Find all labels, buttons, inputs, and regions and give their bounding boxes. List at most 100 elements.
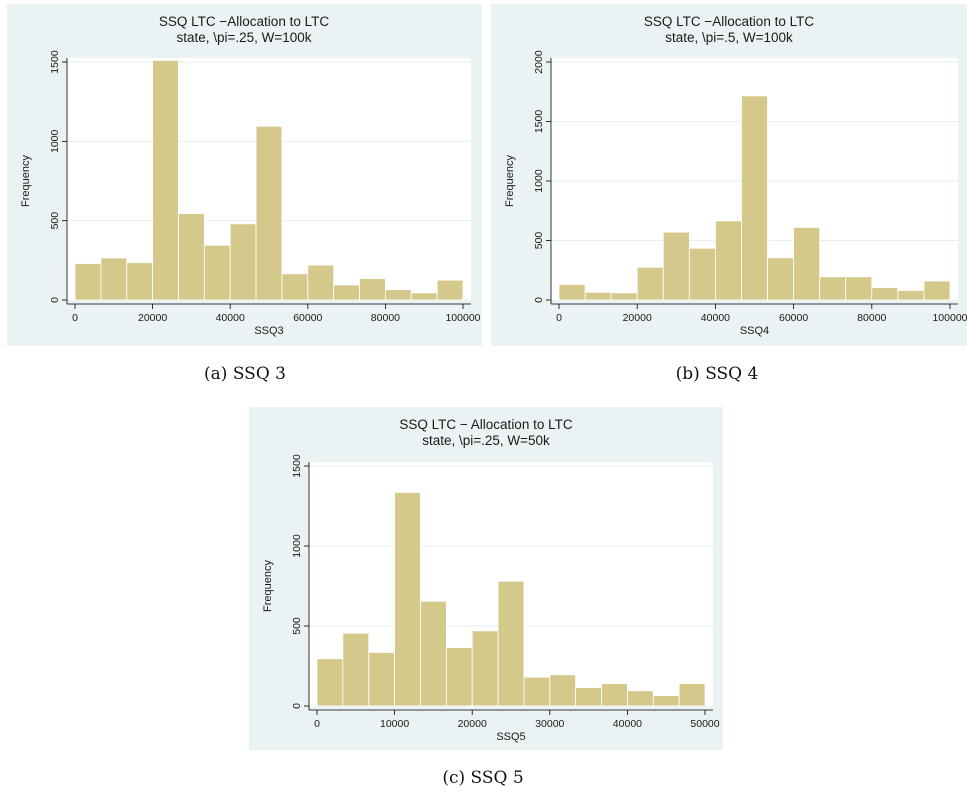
histogram-bar [420, 600, 447, 707]
chart-subtitle: state, \pi=.5, W=100k [665, 30, 793, 45]
caption-ssq5: (c) SSQ 5 [442, 768, 524, 788]
histogram-bar [471, 630, 499, 707]
y-axis-title: Frequency [504, 155, 516, 207]
y-tick-label: 500 [291, 617, 303, 635]
y-tick-label: 0 [533, 297, 545, 303]
x-tick-label: 0 [556, 312, 562, 324]
y-tick-label: 500 [49, 212, 61, 230]
histogram-bar [688, 247, 716, 301]
x-tick-label: 100000 [445, 312, 480, 324]
histogram-bar [359, 278, 386, 301]
chart-title: SSQ LTC −Allocation to LTC [159, 14, 329, 29]
histogram-bar [100, 257, 128, 301]
caption-ssq3: (a) SSQ 3 [204, 364, 286, 384]
plot-area: 0 20000 40000 60000 80000 100000 0 500 1000 1500 2… [504, 14, 967, 337]
histogram-bar [636, 266, 664, 301]
chart-subtitle: state, \pi=.25, W=100k [176, 30, 311, 45]
histogram-ssq3: 0 20000 40000 60000 80000 100000 0 500 1000 1500 S… [20, 14, 481, 337]
histogram-bar [394, 492, 421, 707]
x-tick-label: 40000 [216, 312, 245, 324]
histogram-bar [229, 223, 257, 301]
x-tick-label: 40000 [613, 718, 642, 730]
y-axis-title: Frequency [262, 560, 274, 612]
histogram-bar [445, 647, 473, 707]
histogram-bar [74, 263, 102, 301]
y-tick-label: 1500 [533, 110, 545, 134]
histogram-bar [662, 231, 690, 301]
y-axis-title: Frequency [20, 155, 32, 207]
histogram-bar [923, 280, 951, 301]
x-tick-label: 60000 [779, 312, 808, 324]
chart-title: SSQ LTC −Allocation to LTC [644, 14, 814, 29]
x-tick-label: 60000 [293, 312, 322, 324]
histogram-bar [626, 690, 654, 707]
histogram-bar [652, 695, 680, 707]
histogram-bar [178, 213, 205, 301]
caption-ssq4: (b) SSQ 4 [675, 364, 759, 384]
histogram-bar [203, 244, 231, 301]
y-tick-label: 0 [291, 703, 303, 709]
x-tick-label: 10000 [380, 718, 409, 730]
histogram-bar [333, 284, 360, 301]
histogram-bar [368, 651, 396, 707]
histogram-bar [497, 580, 525, 707]
x-axis-title: SSQ4 [740, 325, 769, 337]
histogram-bar [741, 95, 768, 301]
y-tick-label: 1500 [291, 454, 303, 478]
y-tick-label: 1000 [291, 534, 303, 558]
histogram-bar [584, 291, 612, 301]
histogram-panel-ssq3: 0 20000 40000 60000 80000 100000 0 500 1000 1500 S… [7, 4, 482, 346]
histogram-bar [436, 279, 464, 301]
histogram-panel-ssq5: 0 10000 20000 30000 40000 50000 0 500 1000 1500 SS… [249, 407, 723, 750]
histogram-bar [767, 257, 795, 301]
x-axis-title: SSQ5 [496, 731, 525, 743]
x-tick-label: 100000 [932, 312, 967, 324]
y-tick-label: 0 [49, 297, 61, 303]
x-axis-title: SSQ3 [254, 325, 283, 337]
x-tick-label: 50000 [690, 718, 719, 730]
x-tick-label: 20000 [623, 312, 652, 324]
histogram-bar [410, 292, 438, 301]
x-tick-label: 80000 [857, 312, 886, 324]
histogram-bar [342, 632, 370, 707]
histogram-panel-ssq4: 0 20000 40000 60000 80000 100000 0 500 1000 1500 2… [491, 4, 967, 346]
histogram-bar [152, 60, 179, 301]
y-tick-label: 2000 [533, 50, 545, 74]
y-tick-label: 1000 [533, 169, 545, 193]
y-tick-label: 1000 [49, 129, 61, 153]
histogram-bar [793, 227, 821, 301]
x-tick-label: 0 [314, 718, 320, 730]
x-tick-label: 0 [72, 312, 78, 324]
x-tick-label: 20000 [458, 718, 487, 730]
x-tick-label: 80000 [371, 312, 400, 324]
histogram-bar [845, 276, 873, 301]
histogram-bar [255, 125, 283, 301]
histogram-bar [316, 658, 344, 707]
y-tick-label: 500 [533, 232, 545, 250]
histogram-ssq5: 0 10000 20000 30000 40000 50000 0 500 1000 1500 SS… [262, 417, 720, 743]
x-tick-label: 30000 [535, 718, 564, 730]
histogram-bar [384, 289, 412, 301]
histogram-bar [819, 276, 847, 301]
plot-area: 0 10000 20000 30000 40000 50000 0 500 1000 1500 SS… [262, 417, 720, 743]
histogram-bar [549, 674, 577, 707]
histogram-bar [871, 287, 899, 301]
plot-area: 0 20000 40000 60000 80000 100000 0 500 1000 1500 S… [20, 14, 481, 337]
x-tick-label: 20000 [138, 312, 167, 324]
histogram-bar [126, 262, 154, 301]
histogram-bar [714, 220, 742, 301]
histogram-bar [575, 687, 602, 707]
histogram-bar [610, 292, 638, 301]
x-tick-label: 40000 [701, 312, 730, 324]
histogram-bar [678, 683, 706, 707]
histogram-bar [601, 683, 628, 707]
histogram-ssq4: 0 20000 40000 60000 80000 100000 0 500 1000 1500 2… [504, 14, 967, 337]
histogram-bar [281, 273, 309, 301]
chart-subtitle: state, \pi=.25, W=50k [422, 433, 550, 448]
histogram-bar [523, 676, 551, 707]
histogram-bar [307, 264, 335, 301]
histogram-bar [558, 284, 586, 301]
y-tick-label: 1500 [49, 50, 61, 74]
histogram-bar [897, 290, 925, 301]
chart-title: SSQ LTC − Allocation to LTC [399, 417, 572, 432]
